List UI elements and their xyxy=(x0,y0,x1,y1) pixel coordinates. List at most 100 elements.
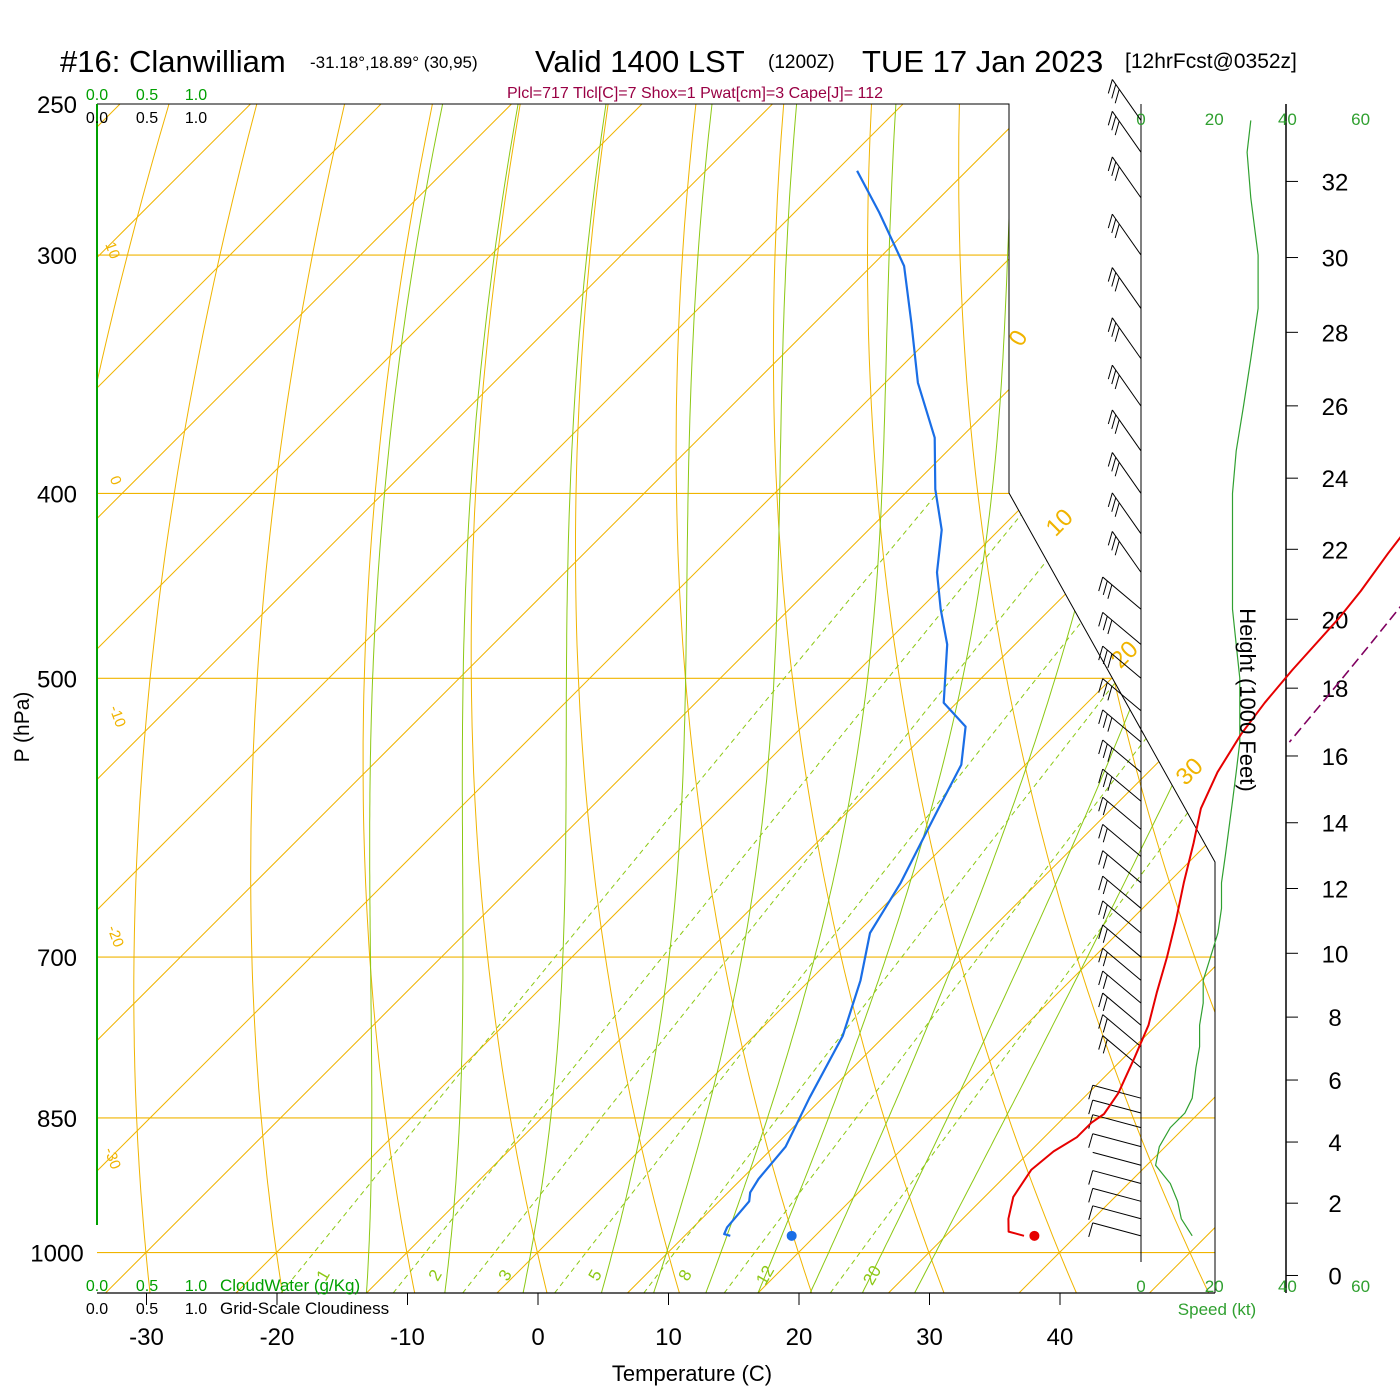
dry-adiabat-label: -20 xyxy=(104,923,127,949)
wind-barb-flag xyxy=(1107,686,1113,701)
wind-barb-flag xyxy=(1107,492,1113,508)
cloudwater-tick-top: 1.0 xyxy=(185,87,207,104)
speed-tick-top: 0 xyxy=(1136,110,1145,129)
wind-barb xyxy=(1102,709,1142,743)
wind-barb-flag xyxy=(1114,121,1120,136)
wind-barb-flag xyxy=(1102,743,1108,759)
wind-barb-flag xyxy=(1088,1170,1094,1185)
valid-zulu: (1200Z) xyxy=(768,52,835,73)
wind-barb xyxy=(1111,156,1142,199)
wind-barb-flag xyxy=(1088,1222,1094,1238)
isotherm-line xyxy=(97,104,382,1293)
wind-barb-flag xyxy=(1107,584,1113,599)
wind-barb-flag xyxy=(1111,369,1117,385)
wind-barb-flag xyxy=(1098,739,1104,755)
cloudiness-tick-top: 0.5 xyxy=(136,110,158,127)
dry-adiabat-label: 0 xyxy=(1003,326,1033,351)
moist-adiabat xyxy=(757,104,1014,1293)
wind-barb xyxy=(1102,1035,1142,1069)
height-tick-label: 4 xyxy=(1328,1130,1341,1157)
wind-barb-flag xyxy=(1102,580,1108,596)
dry-adiabat xyxy=(675,104,813,1293)
x-tick-label: 30 xyxy=(916,1324,943,1351)
wind-barb-flag xyxy=(1088,1133,1094,1148)
p-tick-label: 1000 xyxy=(30,1241,83,1268)
wind-barb-flag xyxy=(1098,824,1104,839)
wind-barb-flag xyxy=(1114,277,1120,292)
wind-barb-flag xyxy=(1098,948,1104,963)
height-tick-label: 2 xyxy=(1328,1191,1341,1218)
wind-barb-flag xyxy=(1102,828,1108,843)
wind-barb xyxy=(1102,992,1142,1026)
x-tick-label: 10 xyxy=(655,1324,682,1351)
wind-barb-flag xyxy=(1102,951,1108,967)
mixing-ratio-label: 20 xyxy=(859,1262,885,1288)
mixing-ratio-line xyxy=(829,493,1215,1293)
wind-barb xyxy=(1102,678,1142,712)
station-coords: -31.18°,18.89° (30,95) xyxy=(310,53,478,72)
wind-barb xyxy=(1102,924,1142,958)
speed-tick-bottom: 40 xyxy=(1278,1277,1297,1296)
wind-barb-flag xyxy=(1102,996,1108,1012)
wind-barb-flag xyxy=(1088,1114,1094,1129)
wind-barb-flag xyxy=(1098,709,1104,725)
wind-barb-flag xyxy=(1114,462,1120,477)
wind-barb-flag xyxy=(1098,900,1104,916)
wind-barb-flag xyxy=(1098,646,1104,661)
height-tick-label: 26 xyxy=(1322,394,1349,421)
wind-barb xyxy=(1102,947,1142,981)
mixing-ratio-label: 5 xyxy=(585,1266,606,1284)
p-tick-label: 400 xyxy=(37,481,77,508)
wind-barb-flag xyxy=(1098,876,1104,891)
wind-barb-flag xyxy=(1107,619,1113,635)
wind-barb-flag xyxy=(1107,111,1113,126)
wind-barb-flag xyxy=(1102,800,1108,816)
wind-barb xyxy=(1111,213,1142,256)
height-tick-label: 22 xyxy=(1322,537,1349,564)
wind-barb-flag xyxy=(1098,850,1104,865)
moist-adiabat xyxy=(444,104,519,1293)
cloudiness-tick-bottom: 1.0 xyxy=(185,1301,207,1318)
x-tick-label: 40 xyxy=(1047,1324,1074,1351)
isotherm-line xyxy=(97,104,512,1293)
moist-adiabat xyxy=(366,104,444,1293)
axes: -30 -20 -10 0 10 20 30 402503004005007008501000… xyxy=(30,87,1348,1351)
p-tick-label: 850 xyxy=(37,1106,77,1133)
mixing-ratio-label: 3 xyxy=(495,1266,516,1284)
wind-barb-flag xyxy=(1102,682,1108,697)
valid-date: TUE 17 Jan 2023 xyxy=(862,44,1103,79)
wind-barb xyxy=(1092,1099,1142,1114)
isotherm-line xyxy=(757,104,1215,1293)
speed-tick-bottom: 0 xyxy=(1136,1277,1145,1296)
wind-barb-flag xyxy=(1107,79,1113,94)
wind-barb-flag xyxy=(1088,1085,1094,1100)
wind-barb-flag xyxy=(1107,452,1113,467)
wind-barb-flag xyxy=(1107,531,1113,546)
x-tick-label: -10 xyxy=(390,1324,425,1351)
wind-barb xyxy=(1102,850,1142,884)
moist-adiabat xyxy=(522,104,607,1293)
isotherm-line xyxy=(235,104,1215,1293)
wind-barb-flag xyxy=(1107,653,1113,668)
mixing-ratio-label: 2 xyxy=(425,1266,446,1284)
wind-barb-flag xyxy=(1111,536,1117,551)
wind-barb-flag xyxy=(1114,419,1120,434)
p-tick-label: 300 xyxy=(37,243,77,270)
isotherm-line xyxy=(888,104,1215,1293)
wind-barb-flag xyxy=(1102,713,1108,728)
wind-barb-flag xyxy=(1107,717,1113,732)
wind-barb xyxy=(1102,611,1142,645)
cloudiness-tick-top: 0.0 xyxy=(86,110,108,127)
x-axis-label: Temperature (C) xyxy=(612,1361,772,1386)
wind-barb xyxy=(1111,492,1142,535)
isotherm-line xyxy=(97,104,904,1293)
dry-adiabat xyxy=(866,104,1077,1293)
height-tick-label: 28 xyxy=(1322,320,1349,347)
wind-barb-flag xyxy=(1102,904,1108,919)
height-tick-label: 16 xyxy=(1322,744,1349,771)
wind-barb-flag xyxy=(1102,879,1108,895)
wind-barb-flag xyxy=(1111,414,1117,430)
